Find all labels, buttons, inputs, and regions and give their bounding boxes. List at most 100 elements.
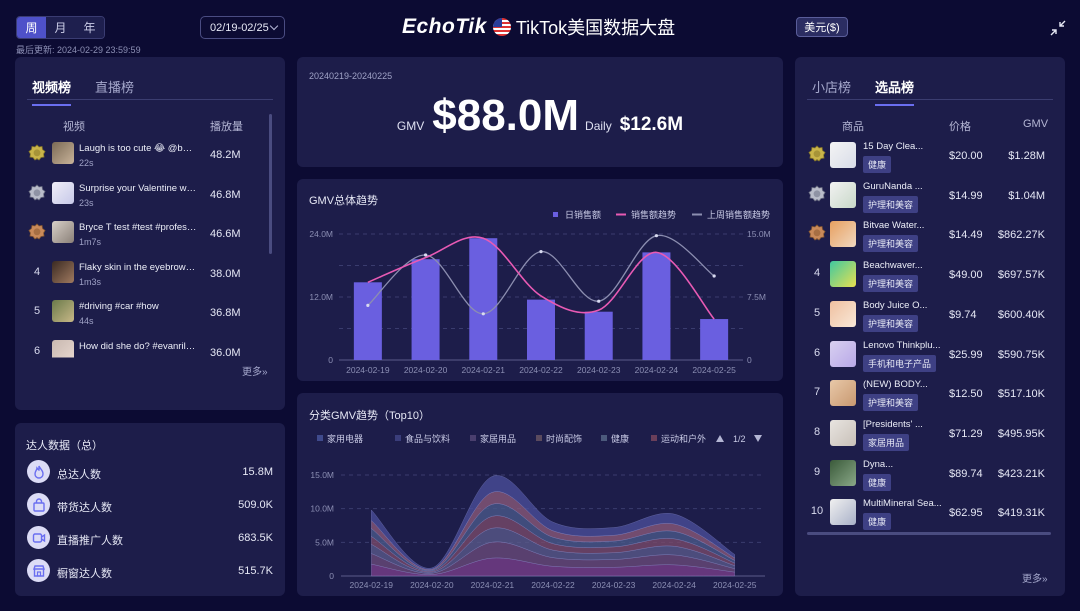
legend-item[interactable]: 销售额趋势 <box>616 209 676 220</box>
product-name[interactable]: 15 Day Clea... <box>863 141 924 152</box>
creator-stat-row: 带货达人数 509.0K <box>15 493 285 517</box>
product-thumbnail[interactable] <box>830 419 856 446</box>
video-row[interactable]: Laugh is too cute 😂 @bussi... 22s 48.2M <box>15 142 269 172</box>
legend-item[interactable]: 健康 <box>601 433 629 444</box>
product-name[interactable]: [Presidents' ... <box>863 418 923 430</box>
more-products-link[interactable]: 更多» <box>1022 574 1048 585</box>
category-tag: 护理和美容 <box>863 314 919 332</box>
brand-title: EchoTik TikTok美国数据大盘 <box>402 12 675 42</box>
y-tick-label: 12.0M <box>309 292 333 302</box>
video-row[interactable]: Surprise your Valentine wit... 23s 46.8M <box>15 181 269 212</box>
product-thumbnail[interactable] <box>830 499 856 526</box>
horizontal-scrollbar[interactable] <box>807 532 1051 535</box>
video-thumbnail[interactable] <box>52 339 74 358</box>
video-title[interactable]: Laugh is too cute 😂 @bussi... <box>79 143 197 154</box>
product-name[interactable]: GuruNanda ... <box>863 180 923 192</box>
legend-label: 运动和户外 <box>661 433 706 444</box>
currency-button[interactable]: 美元($) <box>796 17 848 37</box>
echotik-logo: EchoTik <box>402 15 487 38</box>
legend-prev-icon[interactable] <box>716 435 724 442</box>
legend-item[interactable]: 家用电器 <box>317 433 363 444</box>
product-thumbnail[interactable] <box>830 380 856 407</box>
video-title[interactable]: Surprise your Valentine wit... <box>79 182 197 194</box>
legend-item[interactable]: 上周销售额趋势 <box>692 209 770 220</box>
product-row[interactable]: GuruNanda ... 护理和美容 $14.99 $1.04M <box>795 181 1065 215</box>
product-row[interactable]: 10 MultiMineral Sea... 健康 $62.95 $419.31… <box>795 498 1065 532</box>
product-name[interactable]: Bitvae Water... <box>863 220 925 232</box>
video-title[interactable]: #driving #car #how <box>79 301 159 312</box>
product-thumbnail[interactable] <box>830 181 856 208</box>
product-gmv: $697.57K <box>997 269 1045 282</box>
tab-product-ranking[interactable]: 选品榜 <box>875 77 915 106</box>
video-row[interactable]: 4 Flaky skin in the eyebrows, ... 1m3s 3… <box>15 260 269 291</box>
product-thumbnail[interactable] <box>830 340 856 367</box>
scrollbar[interactable] <box>269 114 272 254</box>
flame-icon <box>27 460 50 483</box>
video-thumbnail[interactable] <box>52 142 74 164</box>
legend-item[interactable]: 日销售额 <box>553 209 601 220</box>
rank-number: 5 <box>33 305 41 317</box>
product-row[interactable]: 5 Body Juice O... 护理和美容 $9.74 $600.40K <box>795 300 1065 334</box>
product-row[interactable]: 4 Beachwaver... 护理和美容 $49.00 $697.57K <box>795 260 1065 294</box>
y-tick-label: 24.0M <box>309 229 333 239</box>
category-tag: 健康 <box>863 473 892 491</box>
tab-video-ranking[interactable]: 视频榜 <box>32 77 72 106</box>
video-duration: 22s <box>79 158 94 168</box>
video-plays: 36.8M <box>210 307 241 319</box>
period-year-tab[interactable]: 年 <box>75 17 104 38</box>
product-name[interactable]: (NEW) BODY... <box>863 379 928 391</box>
legend-item[interactable]: 运动和户外 <box>651 433 706 444</box>
video-row[interactable]: 5 #driving #car #how 44s 36.8M <box>15 300 269 330</box>
video-row[interactable]: 6 How did she do? #evanriley... 36.0M <box>15 339 269 358</box>
gmv-value: $88.0M <box>432 91 580 140</box>
video-thumbnail[interactable] <box>52 300 74 322</box>
rank-number: 4 <box>33 265 41 278</box>
date-range-select[interactable]: 02/19-02/25 <box>200 16 285 39</box>
video-title[interactable]: How did she do? #evanriley... <box>79 340 197 352</box>
product-name[interactable]: MultiMineral Sea... <box>863 498 942 510</box>
product-row[interactable]: 7 (NEW) BODY... 护理和美容 $12.50 $517.10K <box>795 379 1065 413</box>
y2-tick-label: 0 <box>747 355 752 365</box>
product-row[interactable]: 15 Day Clea... 健康 $20.00 $1.28M <box>795 141 1065 175</box>
product-thumbnail[interactable] <box>830 459 856 486</box>
gmv-bar[interactable] <box>584 311 613 360</box>
gmv-trend-chart: 日销售额 销售额趋势 上周销售额趋势 24.0M 12.0M 0 15.0M 7.5M 0 202… <box>309 209 770 375</box>
product-thumbnail[interactable] <box>830 142 856 168</box>
video-row[interactable]: Bryce T test #test #professo... 1m7s 46.… <box>15 221 269 251</box>
product-name[interactable]: Dyna... <box>863 458 894 470</box>
more-videos-link[interactable]: 更多» <box>242 367 268 378</box>
gmv-bar[interactable] <box>527 299 555 360</box>
legend-next-icon[interactable] <box>754 435 762 442</box>
video-thumbnail[interactable] <box>52 260 74 283</box>
legend-item[interactable]: 家居用品 <box>470 433 516 444</box>
gmv-bar[interactable] <box>469 238 498 360</box>
gmv-bar[interactable] <box>411 259 440 360</box>
rank-medal-icon <box>808 185 826 202</box>
period-month-tab[interactable]: 月 <box>46 17 75 38</box>
video-thumbnail[interactable] <box>52 181 74 204</box>
daily-value: $12.6M <box>619 114 684 135</box>
tab-shop-ranking[interactable]: 小店榜 <box>812 80 852 95</box>
product-name[interactable]: Body Juice O... <box>863 299 928 311</box>
legend-label: 日销售额 <box>565 209 601 220</box>
product-row[interactable]: 8 [Presidents' ... 家居用品 $71.29 $495.95K <box>795 419 1065 453</box>
rank-badge: 6 <box>28 342 46 358</box>
product-name[interactable]: Beachwaver... <box>863 260 923 272</box>
product-thumbnail[interactable] <box>830 300 856 327</box>
gmv-bar[interactable] <box>700 319 729 360</box>
product-row[interactable]: 6 Lenovo Thinkplu... 手机和电子产品 $25.99 $590… <box>795 340 1065 374</box>
product-thumbnail[interactable] <box>830 221 856 248</box>
video-title[interactable]: Flaky skin in the eyebrows, ... <box>79 261 197 273</box>
legend-item[interactable]: 食品与饮料 <box>395 433 450 444</box>
gmv-bar[interactable] <box>642 252 671 360</box>
product-name[interactable]: Lenovo Thinkplu... <box>863 339 941 351</box>
product-row[interactable]: Bitvae Water... 护理和美容 $14.49 $862.27K <box>795 220 1065 254</box>
video-title[interactable]: Bryce T test #test #professo... <box>79 222 197 233</box>
product-thumbnail[interactable] <box>830 261 856 288</box>
product-row[interactable]: 9 Dyna... 健康 $89.74 $423.21K <box>795 459 1065 493</box>
video-thumbnail[interactable] <box>52 221 74 243</box>
period-week-tab[interactable]: 周 <box>17 17 46 38</box>
collapse-fullscreen-icon[interactable] <box>1050 20 1066 36</box>
tab-live-ranking[interactable]: 直播榜 <box>95 80 135 95</box>
legend-item[interactable]: 时尚配饰 <box>536 433 582 444</box>
